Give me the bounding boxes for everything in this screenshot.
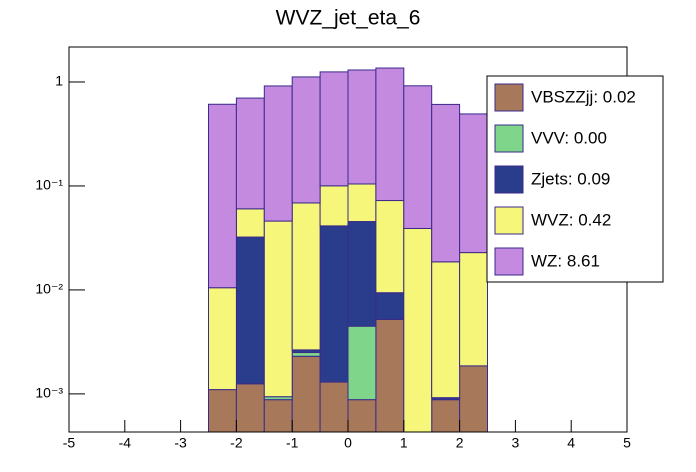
x-tick-label: 5 bbox=[623, 435, 631, 451]
legend-swatch bbox=[494, 124, 524, 153]
histogram-bar bbox=[235, 208, 265, 238]
x-tick-label: -4 bbox=[119, 435, 132, 451]
histogram-bar bbox=[291, 76, 321, 204]
histogram-bar bbox=[347, 69, 377, 185]
histogram-bar bbox=[263, 399, 293, 433]
histogram-bar bbox=[235, 236, 265, 385]
histogram-bar bbox=[431, 261, 461, 399]
x-tick-label: 0 bbox=[344, 435, 352, 451]
histogram-bar bbox=[431, 399, 461, 433]
histogram-bar bbox=[403, 85, 433, 229]
histogram-bar bbox=[375, 67, 405, 202]
legend-label: WVZ: 0.42 bbox=[531, 210, 611, 229]
histogram-bar bbox=[347, 399, 377, 433]
chart-title: WVZ_jet_eta_6 bbox=[276, 7, 421, 30]
histogram-bar bbox=[263, 220, 293, 398]
histogram-bar bbox=[291, 352, 321, 357]
histogram-bar bbox=[208, 287, 237, 391]
histogram-bar bbox=[459, 365, 489, 433]
histogram-bar bbox=[403, 227, 433, 433]
legend-swatch bbox=[494, 83, 524, 112]
histogram-bar bbox=[235, 383, 265, 433]
legend-swatch bbox=[494, 247, 524, 276]
histogram-bar bbox=[208, 389, 237, 433]
histogram-bar bbox=[208, 103, 237, 289]
x-tick-label: -2 bbox=[230, 435, 243, 451]
legend-label: Zjets: 0.09 bbox=[531, 169, 610, 188]
histogram-bar bbox=[459, 252, 489, 367]
histogram-bar bbox=[347, 221, 377, 327]
histogram-bar bbox=[319, 225, 349, 383]
legend-label: VVV: 0.00 bbox=[531, 128, 607, 147]
histogram-bar bbox=[375, 292, 405, 320]
y-tick-label: 10⁻³ bbox=[35, 385, 63, 401]
legend-swatch bbox=[494, 165, 524, 194]
legend-label: VBSZZjj: 0.02 bbox=[531, 87, 636, 106]
x-tick-label: -3 bbox=[174, 435, 187, 451]
x-tick-label: 3 bbox=[512, 435, 520, 451]
x-tick-label: -1 bbox=[286, 435, 299, 451]
legend-label: WZ: 8.61 bbox=[531, 251, 600, 270]
histogram-bar bbox=[319, 71, 349, 187]
y-tick-label: 10⁻¹ bbox=[35, 177, 63, 193]
y-tick-label: 10⁻² bbox=[35, 281, 63, 297]
x-tick-label: -5 bbox=[63, 435, 76, 451]
histogram-bar bbox=[347, 325, 377, 401]
histogram-bar bbox=[375, 200, 405, 294]
histogram-bar bbox=[347, 183, 377, 223]
legend-swatch bbox=[494, 206, 524, 235]
histogram-bar bbox=[291, 202, 321, 351]
histogram-bar bbox=[375, 318, 405, 433]
histogram-bar bbox=[319, 185, 349, 227]
histogram-bar bbox=[319, 381, 349, 433]
x-tick-label: 1 bbox=[400, 435, 408, 451]
x-tick-label: 2 bbox=[456, 435, 464, 451]
histogram-bar bbox=[291, 355, 321, 433]
histogram-bar bbox=[459, 113, 489, 254]
histogram-bar bbox=[431, 103, 461, 263]
histogram-bar bbox=[263, 85, 293, 222]
y-tick-label: 1 bbox=[55, 73, 63, 89]
histogram-bar bbox=[235, 97, 265, 210]
x-tick-label: 4 bbox=[567, 435, 575, 451]
